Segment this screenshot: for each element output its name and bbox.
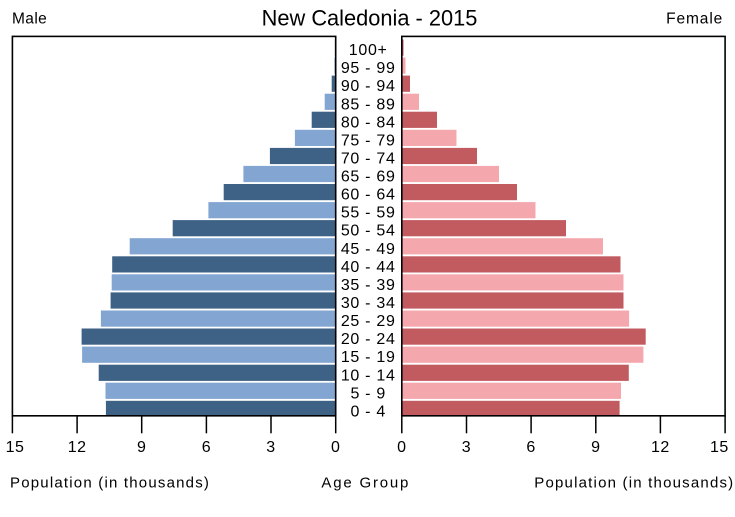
svg-text:95 - 99: 95 - 99 xyxy=(341,60,396,77)
svg-text:15: 15 xyxy=(6,439,25,456)
svg-text:Population (in thousands): Population (in thousands) xyxy=(534,475,734,492)
svg-text:45 - 49: 45 - 49 xyxy=(341,241,396,258)
svg-text:9: 9 xyxy=(137,439,146,456)
svg-text:0: 0 xyxy=(331,439,340,456)
svg-text:75 - 79: 75 - 79 xyxy=(341,132,396,149)
svg-text:30 - 34: 30 - 34 xyxy=(341,295,396,312)
svg-text:3: 3 xyxy=(266,439,275,456)
svg-text:15: 15 xyxy=(710,439,729,456)
svg-text:9: 9 xyxy=(591,439,600,456)
svg-text:90 - 94: 90 - 94 xyxy=(341,78,396,95)
svg-text:100+: 100+ xyxy=(349,42,388,59)
svg-text:6: 6 xyxy=(202,439,211,456)
svg-text:25 - 29: 25 - 29 xyxy=(341,313,396,330)
svg-text:85 - 89: 85 - 89 xyxy=(341,96,396,113)
svg-text:Female: Female xyxy=(666,11,723,28)
svg-text:70 - 74: 70 - 74 xyxy=(341,151,396,168)
svg-text:6: 6 xyxy=(526,439,535,456)
svg-text:15 - 19: 15 - 19 xyxy=(341,349,396,366)
svg-text:35 - 39: 35 - 39 xyxy=(341,277,396,294)
svg-text:5 - 9: 5 - 9 xyxy=(350,385,386,402)
svg-text:Age Group: Age Group xyxy=(321,475,410,492)
svg-text:20 - 24: 20 - 24 xyxy=(341,331,396,348)
svg-text:60 - 64: 60 - 64 xyxy=(341,187,396,204)
svg-text:0 - 4: 0 - 4 xyxy=(350,403,386,420)
svg-text:55 - 59: 55 - 59 xyxy=(341,205,396,222)
svg-text:12: 12 xyxy=(68,439,87,456)
svg-text:40 - 44: 40 - 44 xyxy=(341,259,396,276)
svg-text:New Caledonia - 2015: New Caledonia - 2015 xyxy=(262,5,478,30)
svg-text:0: 0 xyxy=(397,439,406,456)
svg-text:10 - 14: 10 - 14 xyxy=(341,367,396,384)
svg-text:12: 12 xyxy=(651,439,670,456)
svg-text:80 - 84: 80 - 84 xyxy=(341,114,396,131)
svg-text:Male: Male xyxy=(12,11,47,28)
svg-text:3: 3 xyxy=(462,439,471,456)
svg-text:65 - 69: 65 - 69 xyxy=(341,169,396,186)
svg-text:Population (in thousands): Population (in thousands) xyxy=(10,475,210,492)
svg-text:50 - 54: 50 - 54 xyxy=(341,223,396,240)
